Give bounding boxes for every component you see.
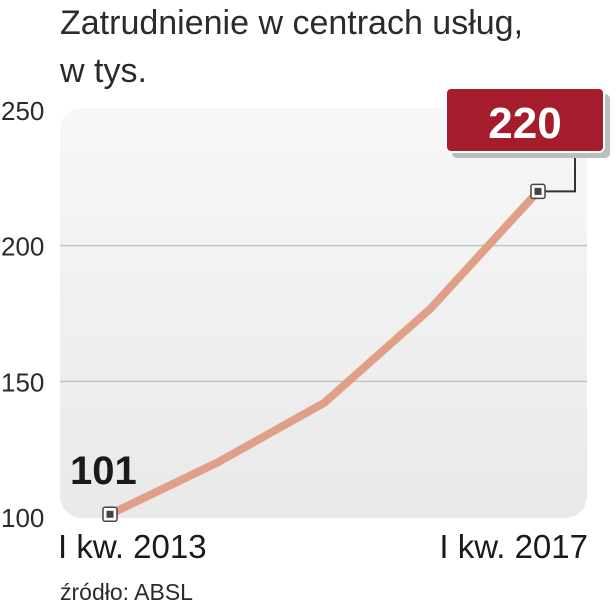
start-value-label: 101 [70, 449, 137, 493]
point-marker-dot-0 [106, 510, 114, 518]
y-tick-label-150: 150 [1, 367, 44, 397]
series-line [106, 187, 542, 519]
plot-background [60, 108, 587, 518]
x-tick-label-end: I kw. 2017 [439, 528, 588, 565]
y-tick-label-250: 250 [1, 96, 44, 126]
y-tick-label-100: 100 [1, 503, 44, 533]
point-marker-dot-4 [534, 187, 542, 195]
end-value-box [445, 87, 605, 153]
x-tick-label-start: I kw. 2013 [58, 528, 207, 565]
chart-title-line-1: Zatrudnienie w centrach usług, [60, 4, 523, 42]
source-note: źródło: ABSL [60, 579, 193, 605]
end-leader-line [538, 145, 576, 193]
y-tick-label-200: 200 [1, 232, 44, 262]
chart-title-line-2: w tys. [59, 52, 147, 90]
end-value-label: 220 [488, 99, 561, 148]
end-value-callout: 220 [445, 87, 610, 158]
